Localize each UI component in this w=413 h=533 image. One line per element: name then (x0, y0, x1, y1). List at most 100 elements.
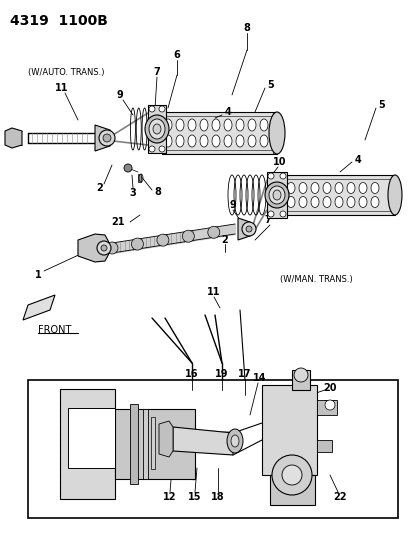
Text: 15: 15 (188, 492, 201, 502)
Text: 7: 7 (153, 67, 160, 77)
Ellipse shape (235, 119, 243, 131)
Text: 2: 2 (221, 235, 228, 245)
Text: 22: 22 (332, 492, 346, 502)
Ellipse shape (259, 135, 267, 147)
Text: FRONT: FRONT (38, 325, 71, 335)
Text: 3: 3 (129, 188, 136, 198)
Bar (316, 440, 331, 452)
Polygon shape (173, 427, 233, 455)
Polygon shape (78, 234, 112, 262)
Ellipse shape (159, 146, 165, 152)
Bar (138, 174, 141, 182)
Ellipse shape (268, 186, 284, 204)
Ellipse shape (346, 197, 354, 207)
Ellipse shape (370, 182, 378, 193)
Ellipse shape (153, 124, 161, 134)
Ellipse shape (199, 135, 207, 147)
Text: 16: 16 (185, 369, 198, 379)
Ellipse shape (223, 135, 231, 147)
Ellipse shape (293, 368, 307, 382)
Ellipse shape (103, 134, 111, 142)
Ellipse shape (226, 429, 242, 453)
Text: 5: 5 (378, 100, 385, 110)
Text: 21: 21 (111, 217, 124, 227)
Bar (151, 417, 154, 469)
Ellipse shape (310, 197, 318, 207)
Ellipse shape (223, 119, 231, 131)
Text: 12: 12 (163, 492, 176, 502)
Ellipse shape (176, 119, 183, 131)
Bar (269, 475, 314, 505)
Ellipse shape (99, 130, 115, 146)
Text: 6: 6 (268, 192, 275, 202)
Bar (28, 380, 397, 518)
Ellipse shape (101, 245, 107, 251)
Ellipse shape (149, 106, 154, 112)
Text: 19: 19 (215, 369, 228, 379)
Ellipse shape (298, 197, 306, 207)
Text: 13: 13 (323, 400, 336, 410)
Ellipse shape (358, 182, 366, 193)
Ellipse shape (199, 119, 207, 131)
Ellipse shape (188, 135, 195, 147)
Ellipse shape (149, 119, 165, 139)
Ellipse shape (322, 197, 330, 207)
Ellipse shape (159, 106, 165, 112)
Ellipse shape (145, 115, 169, 143)
Ellipse shape (131, 238, 143, 250)
Ellipse shape (211, 119, 219, 131)
Polygon shape (5, 128, 22, 148)
Ellipse shape (97, 241, 111, 255)
Text: (W/AUTO. TRANS.): (W/AUTO. TRANS.) (28, 68, 104, 77)
Text: 4: 4 (224, 107, 231, 117)
Ellipse shape (106, 242, 118, 254)
Ellipse shape (207, 227, 219, 238)
Ellipse shape (298, 182, 306, 193)
Polygon shape (95, 125, 113, 151)
Bar (161, 112, 276, 154)
Ellipse shape (164, 135, 171, 147)
Ellipse shape (211, 135, 219, 147)
Bar (60, 389, 115, 499)
Bar (115, 409, 195, 479)
Polygon shape (23, 295, 55, 320)
Ellipse shape (286, 197, 294, 207)
Ellipse shape (176, 135, 183, 147)
Ellipse shape (267, 211, 273, 217)
Ellipse shape (279, 211, 285, 217)
Ellipse shape (242, 222, 255, 236)
Ellipse shape (230, 435, 238, 447)
Polygon shape (237, 218, 252, 240)
Ellipse shape (149, 146, 154, 152)
Bar (147, 105, 166, 153)
Text: (W/MAN. TRANS.): (W/MAN. TRANS.) (279, 275, 352, 284)
Text: 11: 11 (55, 83, 69, 93)
Ellipse shape (281, 465, 301, 485)
Text: 18: 18 (211, 492, 224, 502)
Text: 1: 1 (35, 270, 41, 280)
Text: 8: 8 (243, 23, 250, 33)
Ellipse shape (247, 135, 255, 147)
Text: 6: 6 (173, 50, 180, 60)
Ellipse shape (157, 234, 169, 246)
Ellipse shape (286, 182, 294, 193)
Text: 10: 10 (273, 157, 286, 167)
Ellipse shape (322, 182, 330, 193)
Bar (266, 172, 286, 218)
Ellipse shape (370, 197, 378, 207)
Text: 14: 14 (253, 373, 266, 383)
Text: 4: 4 (354, 155, 361, 165)
Text: 2: 2 (96, 183, 103, 193)
Bar (316, 400, 336, 415)
Text: 17: 17 (237, 369, 251, 379)
Ellipse shape (268, 112, 284, 154)
Ellipse shape (247, 119, 255, 131)
Ellipse shape (346, 182, 354, 193)
Ellipse shape (334, 182, 342, 193)
Ellipse shape (124, 164, 132, 172)
Ellipse shape (387, 175, 401, 215)
Ellipse shape (188, 119, 195, 131)
Ellipse shape (264, 182, 288, 208)
Text: 11: 11 (207, 287, 220, 297)
Text: 9: 9 (229, 200, 236, 210)
